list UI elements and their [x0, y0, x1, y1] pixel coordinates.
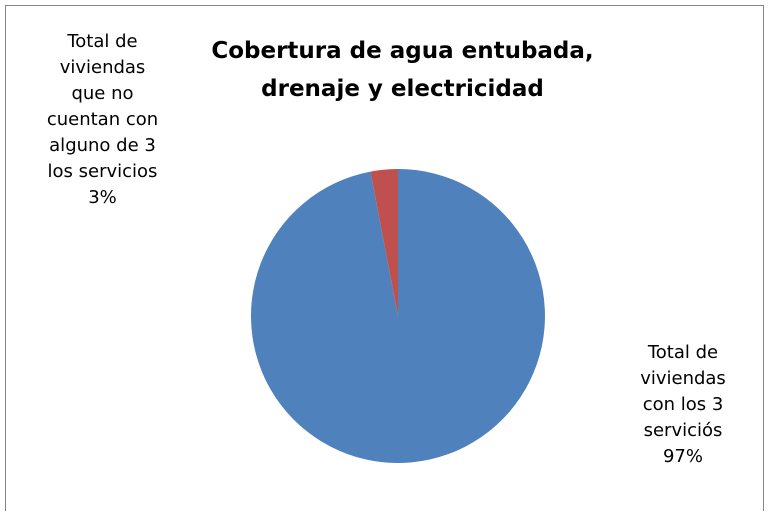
data-label-slice-1: Total de viviendas que no cuentan con al…	[30, 29, 175, 211]
label-line: los servicios	[47, 161, 158, 182]
label-percent: 97%	[662, 446, 703, 467]
label-line: serviciós	[643, 420, 723, 441]
chart-title: Cobertura de agua entubada, drenaje y el…	[211, 38, 594, 102]
pie-slice-0	[250, 169, 545, 463]
label-line: cuentan con	[46, 109, 159, 130]
label-line: viviendas	[59, 57, 146, 78]
label-line: que no	[71, 83, 134, 104]
label-percent: 3%	[88, 187, 117, 208]
label-line: con los 3	[642, 394, 724, 415]
label-line: Total de	[647, 342, 719, 363]
pie-slice-1	[370, 169, 398, 316]
data-label-slice-0: Total de viviendas con los 3 serviciós 9…	[618, 340, 748, 470]
label-line: viviendas	[640, 368, 726, 389]
label-line: Total de	[67, 31, 138, 52]
label-line: alguno de 3	[49, 135, 156, 156]
